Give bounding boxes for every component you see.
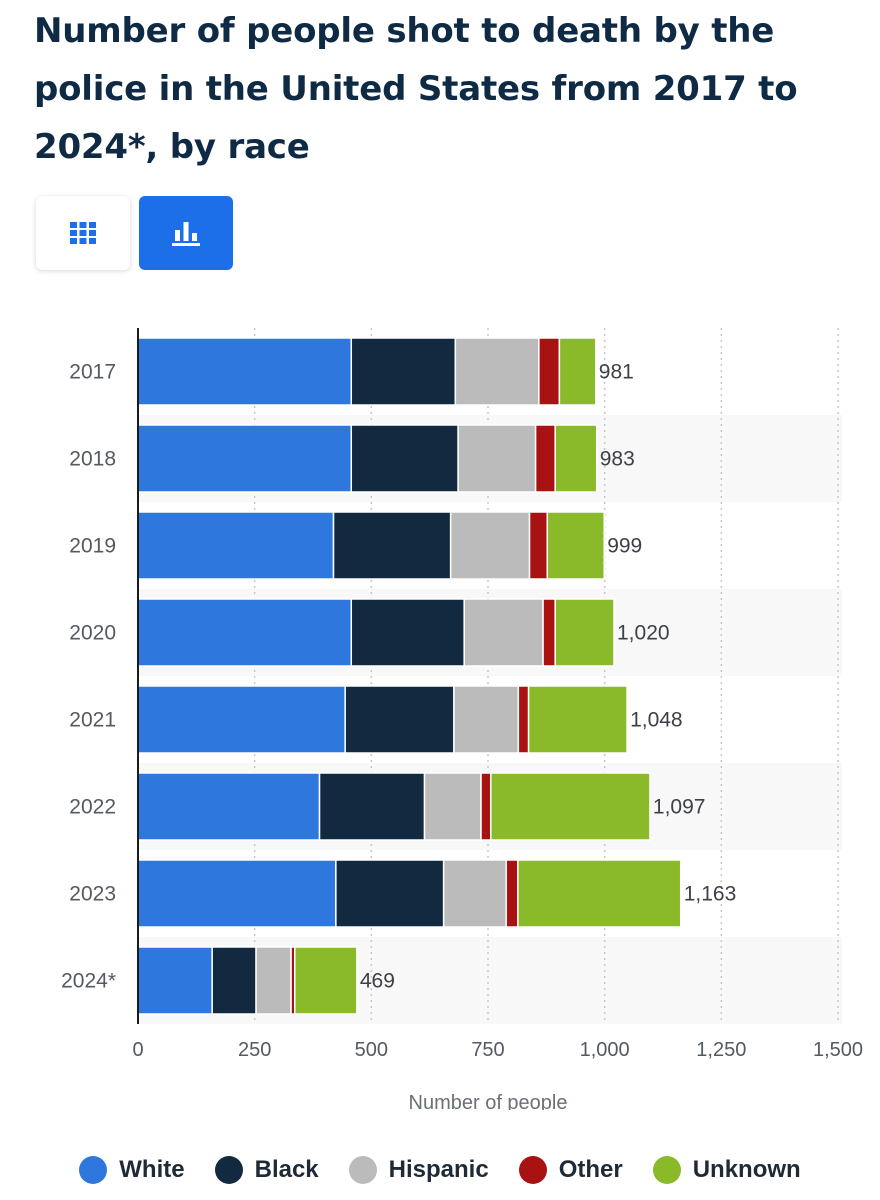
bar-segment-other[interactable]: [517, 685, 530, 754]
bar-segment-white[interactable]: [137, 424, 353, 493]
bar-segment-hispanic[interactable]: [457, 424, 537, 493]
bar-segment-white[interactable]: [137, 337, 353, 406]
x-tick-label: 500: [355, 1039, 388, 1061]
total-label: 983: [600, 448, 635, 471]
bar-segment-other[interactable]: [505, 859, 519, 928]
table-view-button[interactable]: [36, 196, 130, 270]
bar-chart-icon: [172, 222, 200, 246]
legend-swatch: [79, 1156, 108, 1184]
x-tick-label: 1,500: [813, 1039, 863, 1061]
total-label: 1,163: [684, 883, 737, 906]
legend-label: Unknown: [692, 1156, 801, 1183]
chart-title: Number of people shot to death by the po…: [34, 11, 798, 167]
bar-segment-hispanic[interactable]: [453, 685, 520, 754]
bar-segment-black[interactable]: [350, 598, 465, 667]
x-tick-label: 0: [132, 1039, 143, 1061]
bar-segment-black[interactable]: [211, 946, 257, 1015]
category-label: 2017: [69, 361, 116, 384]
bar-segment-unknown[interactable]: [554, 598, 615, 667]
total-label: 1,020: [617, 622, 670, 645]
bar-segment-hispanic[interactable]: [255, 946, 292, 1015]
legend-swatch: [652, 1156, 681, 1184]
bar-segment-unknown[interactable]: [546, 511, 605, 580]
bar-segment-other[interactable]: [528, 511, 549, 580]
grid-icon: [70, 222, 96, 244]
category-label: 2018: [69, 448, 116, 471]
bar-segment-black[interactable]: [350, 424, 459, 493]
bars: [137, 337, 682, 1015]
chart-view-button[interactable]: [139, 196, 233, 270]
bar-segment-other[interactable]: [542, 598, 556, 667]
bar-segment-hispanic[interactable]: [454, 337, 540, 406]
legend-label: Black: [254, 1156, 319, 1183]
total-label: 1,097: [653, 796, 706, 819]
x-tick-labels: 0 250 500 750 1,000 1,250 1,500: [132, 1039, 863, 1061]
bar-segment-unknown[interactable]: [554, 424, 598, 493]
legend-swatch: [214, 1156, 243, 1184]
legend-item-other[interactable]: Other: [518, 1156, 623, 1184]
legend: White Black Hispanic Other Unknown: [0, 1150, 880, 1190]
bar-segment-hispanic[interactable]: [423, 772, 482, 841]
legend-label: Other: [558, 1156, 623, 1183]
bar-segment-unknown[interactable]: [294, 946, 358, 1015]
legend-item-black[interactable]: Black: [214, 1156, 319, 1184]
bar-segment-unknown[interactable]: [527, 685, 628, 754]
x-tick-label: 250: [238, 1039, 271, 1061]
legend-label: White: [119, 1156, 185, 1183]
bar-segment-unknown[interactable]: [517, 859, 682, 928]
bar-segment-hispanic[interactable]: [463, 598, 544, 667]
bar-segment-black[interactable]: [318, 772, 426, 841]
category-labels: 2017 2018 2019 2020 2021 2022 2023 2024*: [61, 361, 116, 993]
bar-segment-black[interactable]: [344, 685, 455, 754]
legend-item-unknown[interactable]: Unknown: [652, 1156, 801, 1184]
legend-label: Hispanic: [388, 1156, 489, 1183]
x-tick-label: 1,000: [580, 1039, 630, 1061]
total-label: 469: [360, 970, 395, 993]
x-tick-label: 1,250: [696, 1039, 746, 1061]
category-label: 2023: [69, 883, 116, 906]
bar-segment-black[interactable]: [350, 337, 457, 406]
bar-segment-white[interactable]: [137, 511, 335, 580]
bar-segment-white[interactable]: [137, 598, 353, 667]
bar-segment-black[interactable]: [335, 859, 445, 928]
bar-segment-hispanic[interactable]: [442, 859, 507, 928]
bar-segment-other[interactable]: [480, 772, 492, 841]
bar-segment-other[interactable]: [534, 424, 556, 493]
category-label: 2021: [69, 709, 116, 732]
category-label: 2020: [69, 622, 116, 645]
bar-segment-white[interactable]: [137, 772, 321, 841]
bar-segment-unknown[interactable]: [490, 772, 651, 841]
x-axis-title: Number of people: [409, 1092, 568, 1110]
bar-segment-black[interactable]: [332, 511, 452, 580]
total-labels: 981 983 999 1,020 1,048 1,097 1,163 469: [360, 361, 736, 993]
category-label: 2022: [69, 796, 116, 819]
bar-segment-white[interactable]: [137, 946, 213, 1015]
legend-item-white[interactable]: White: [79, 1156, 185, 1184]
bar-segment-white[interactable]: [137, 685, 346, 754]
total-label: 981: [599, 361, 634, 384]
bar-segment-other[interactable]: [538, 337, 561, 406]
x-tick-label: 750: [471, 1039, 504, 1061]
legend-swatch: [518, 1156, 547, 1184]
bar-segment-white[interactable]: [137, 859, 337, 928]
legend-swatch: [348, 1156, 377, 1184]
bar-segment-hispanic[interactable]: [449, 511, 531, 580]
total-label: 1,048: [630, 709, 683, 732]
legend-item-hispanic[interactable]: Hispanic: [348, 1156, 489, 1184]
bar-segment-unknown[interactable]: [558, 337, 597, 406]
category-label: 2019: [69, 535, 116, 558]
category-label: 2024*: [61, 970, 116, 993]
total-label: 999: [607, 535, 642, 558]
